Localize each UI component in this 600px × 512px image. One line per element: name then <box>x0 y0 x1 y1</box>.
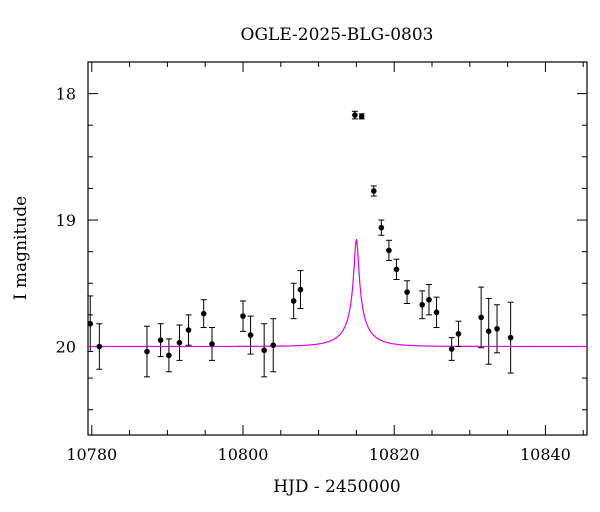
point-marker <box>240 313 246 319</box>
data-point <box>143 325 150 378</box>
point-marker <box>433 309 440 316</box>
point-marker <box>378 224 385 231</box>
data-point <box>297 270 304 310</box>
point-marker <box>261 347 267 354</box>
data-point <box>507 301 514 374</box>
data-point <box>433 296 440 329</box>
data-point <box>96 323 103 370</box>
point-marker <box>455 331 462 337</box>
y-axis-label: I magnitude <box>11 196 31 300</box>
point-marker <box>176 339 183 346</box>
y-tick-label: 20 <box>56 337 76 356</box>
point-marker <box>426 296 432 303</box>
point-marker <box>270 342 277 349</box>
point-marker <box>358 113 365 120</box>
point-marker <box>419 301 425 308</box>
point-marker <box>370 188 377 194</box>
data-point <box>208 327 215 361</box>
data-point <box>478 286 485 349</box>
point-marker <box>200 310 207 317</box>
point-marker <box>290 298 297 304</box>
point-marker <box>386 247 392 254</box>
model-curve <box>88 239 587 348</box>
x-tick-label: 10780 <box>66 445 117 464</box>
point-marker <box>485 328 492 335</box>
data-point <box>494 304 501 354</box>
point-marker <box>478 314 484 321</box>
data-point <box>351 110 358 120</box>
chart-title: OGLE-2025-BLG-0803 <box>241 25 434 45</box>
data-point <box>157 323 164 358</box>
point-marker <box>157 337 164 343</box>
data-point <box>247 315 254 355</box>
point-marker <box>166 352 172 359</box>
data-point <box>358 113 365 120</box>
data-point <box>290 282 297 320</box>
data-point <box>200 299 207 329</box>
data-point <box>419 290 426 320</box>
data-point <box>404 280 411 305</box>
data-point <box>261 323 268 378</box>
point-marker <box>448 346 455 352</box>
data-point <box>393 258 400 280</box>
point-marker <box>209 341 215 347</box>
data-point <box>370 185 377 197</box>
point-marker <box>96 343 103 350</box>
y-tick-label: 19 <box>56 211 76 230</box>
point-marker <box>185 327 192 333</box>
point-marker <box>297 286 304 293</box>
point-marker <box>393 266 400 273</box>
plot-frame <box>87 61 588 436</box>
data-point <box>185 314 192 346</box>
data-point <box>455 320 462 347</box>
data-point <box>165 338 172 373</box>
data-points <box>87 110 514 378</box>
data-point <box>378 219 385 236</box>
data-point <box>385 239 392 262</box>
y-tick-label: 18 <box>56 85 76 104</box>
tick-labels: 10780 10800 10820 10840 18 19 20 <box>56 85 571 464</box>
point-marker <box>247 332 254 338</box>
point-marker <box>404 289 410 295</box>
data-point <box>87 295 94 353</box>
x-axis-label: HJD - 2450000 <box>273 477 401 497</box>
x-tick-label: 10820 <box>369 445 420 464</box>
point-marker <box>494 325 500 332</box>
data-point <box>485 297 492 365</box>
point-marker <box>144 348 150 355</box>
point-marker <box>352 112 358 118</box>
data-point <box>239 300 246 332</box>
data-point <box>176 324 183 361</box>
data-point <box>270 318 277 373</box>
point-marker <box>87 320 94 327</box>
data-point <box>425 284 432 316</box>
x-tick-label: 10800 <box>218 445 269 464</box>
x-tick-label: 10840 <box>520 445 571 464</box>
data-point <box>448 337 455 361</box>
axis-ticks <box>88 61 587 435</box>
point-marker <box>507 334 514 341</box>
